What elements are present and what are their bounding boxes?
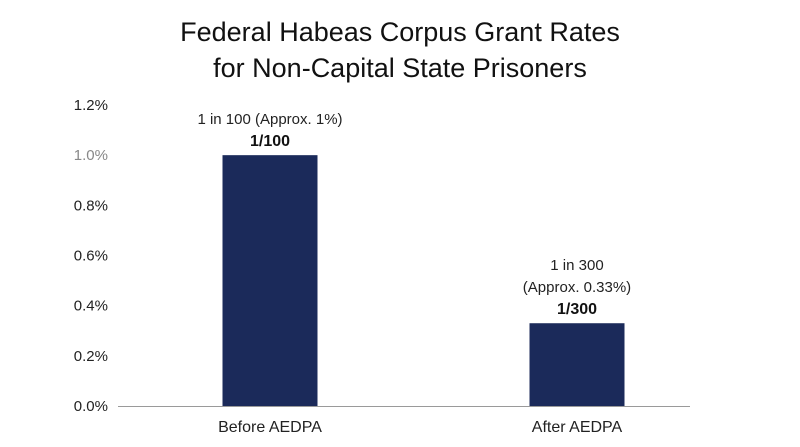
chart-title-line-2: for Non-Capital State Prisoners [213, 53, 587, 83]
bar-annotation-label: (Approx. 0.33%) [523, 279, 631, 296]
y-tick-label: 0.4% [74, 298, 108, 315]
y-tick-label: 0.6% [74, 248, 108, 265]
y-tick-label: 0.0% [74, 398, 108, 415]
y-tick-label: 1.0% [74, 147, 108, 164]
y-tick-label: 0.2% [74, 348, 108, 365]
bar-annotation-label: 1 in 100 (Approx. 1%) [197, 111, 342, 128]
bar [222, 155, 318, 406]
bar [529, 323, 625, 406]
chart-title: Federal Habeas Corpus Grant Rates for No… [0, 14, 800, 86]
y-tick-label: 0.8% [74, 197, 108, 214]
x-category-label: After AEDPA [532, 419, 623, 436]
bar-value-label: 1/100 [250, 133, 290, 150]
bar-value-label: 1/300 [557, 301, 597, 318]
x-category-label: Before AEDPA [218, 419, 322, 436]
chart-title-line-1: Federal Habeas Corpus Grant Rates [180, 17, 620, 47]
y-tick-label: 1.2% [74, 97, 108, 114]
bar-annotation-label: 1 in 300 [550, 257, 603, 274]
